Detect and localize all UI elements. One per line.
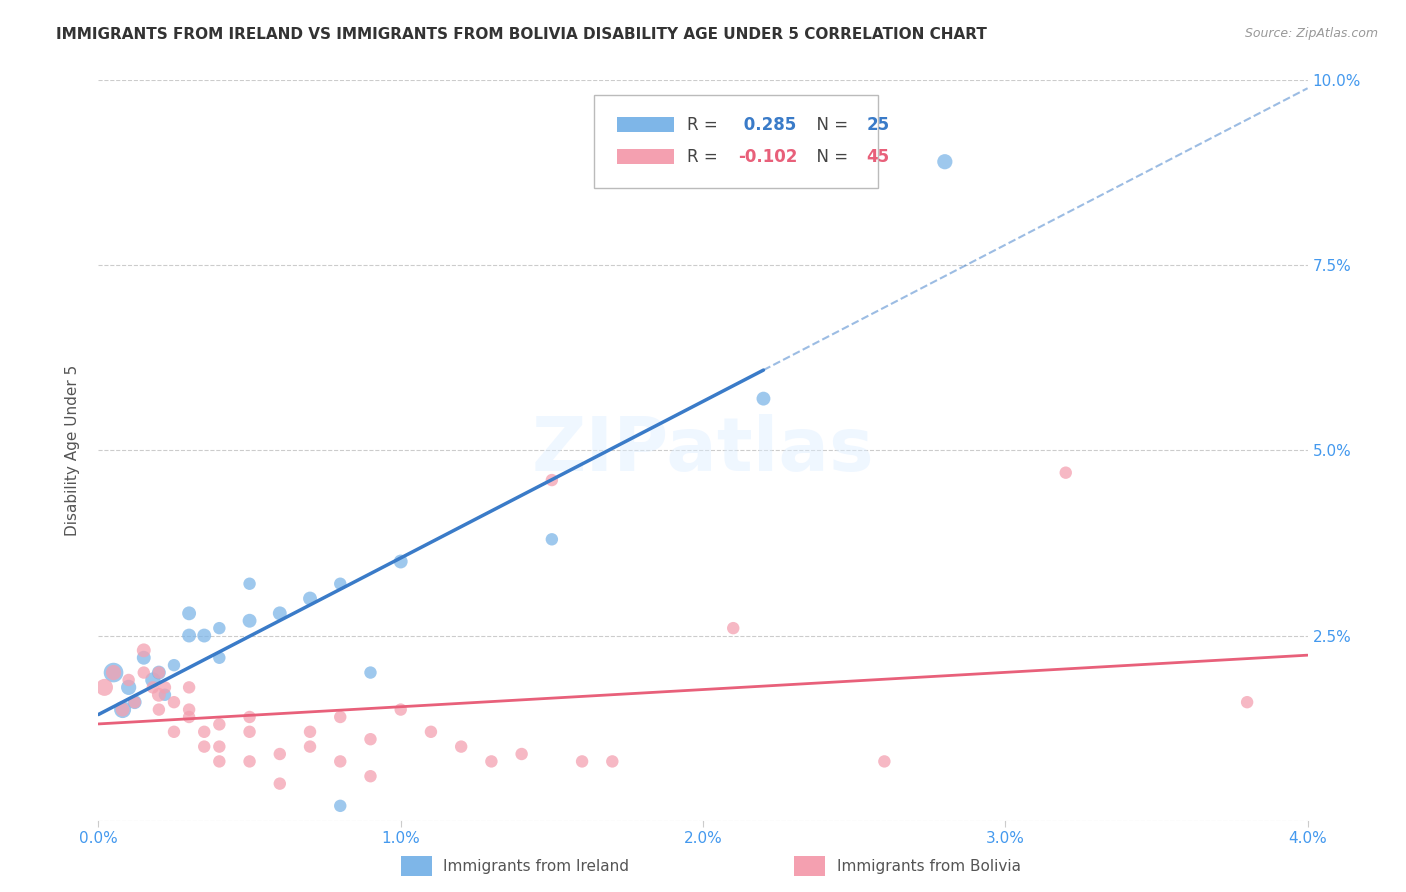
Point [239,710,262,724]
Point [481,755,503,769]
Point [269,607,291,621]
Text: Immigrants from Bolivia: Immigrants from Bolivia [837,859,1021,873]
Point [179,710,201,724]
Text: Immigrants from Ireland: Immigrants from Ireland [443,859,628,873]
Text: R =: R = [688,147,723,166]
Point [360,732,382,747]
Point [163,724,186,739]
Point [142,673,165,687]
Point [111,703,134,717]
Point [118,681,141,695]
Text: IMMIGRANTS FROM IRELAND VS IMMIGRANTS FROM BOLIVIA DISABILITY AGE UNDER 5 CORREL: IMMIGRANTS FROM IRELAND VS IMMIGRANTS FR… [56,27,987,42]
Point [1054,466,1077,480]
Point [329,710,352,724]
Point [103,665,125,680]
Point [934,154,956,169]
Point [239,614,262,628]
Point [163,695,186,709]
Point [208,739,231,754]
Point [239,576,262,591]
Point [329,576,352,591]
Point [111,703,134,717]
Point [179,628,201,642]
Point [540,533,562,547]
Point [148,665,170,680]
Point [239,755,262,769]
Point [148,703,170,717]
Point [132,665,155,680]
Point [389,554,412,569]
Text: Source: ZipAtlas.com: Source: ZipAtlas.com [1244,27,1378,40]
Text: 45: 45 [866,147,890,166]
Point [208,621,231,635]
Point [132,643,155,657]
Point [299,591,322,606]
Point [389,703,412,717]
Point [450,739,472,754]
Point [142,681,165,695]
Point [873,755,896,769]
Text: ZIPatlas: ZIPatlas [531,414,875,487]
Point [360,769,382,783]
Point [299,724,322,739]
Point [299,739,322,754]
Point [269,776,291,791]
Point [148,665,170,680]
Point [103,665,125,680]
Point [148,688,170,702]
Point [193,739,215,754]
Point [153,681,176,695]
Point [179,703,201,717]
Point [420,724,443,739]
Point [153,688,176,702]
Text: R =: R = [688,116,723,134]
Point [1236,695,1258,709]
Point [124,695,146,709]
Text: -0.102: -0.102 [738,147,797,166]
Point [163,658,186,673]
Y-axis label: Disability Age Under 5: Disability Age Under 5 [65,365,80,536]
Point [329,755,352,769]
Point [329,798,352,813]
Point [179,681,201,695]
Text: N =: N = [806,116,853,134]
Point [360,665,382,680]
FancyBboxPatch shape [617,118,673,132]
Point [193,724,215,739]
Point [723,621,745,635]
Point [602,755,624,769]
Point [269,747,291,761]
Point [208,650,231,665]
Point [179,607,201,621]
Point [540,473,562,487]
Point [193,628,215,642]
Point [118,673,141,687]
Text: 0.285: 0.285 [738,116,796,134]
Text: N =: N = [806,147,853,166]
Point [571,755,593,769]
Point [208,755,231,769]
Point [93,681,115,695]
Point [752,392,775,406]
FancyBboxPatch shape [595,95,879,187]
Text: 25: 25 [866,116,890,134]
Point [132,650,155,665]
Point [124,695,146,709]
FancyBboxPatch shape [617,149,673,164]
Point [239,724,262,739]
Point [208,717,231,731]
Point [510,747,533,761]
